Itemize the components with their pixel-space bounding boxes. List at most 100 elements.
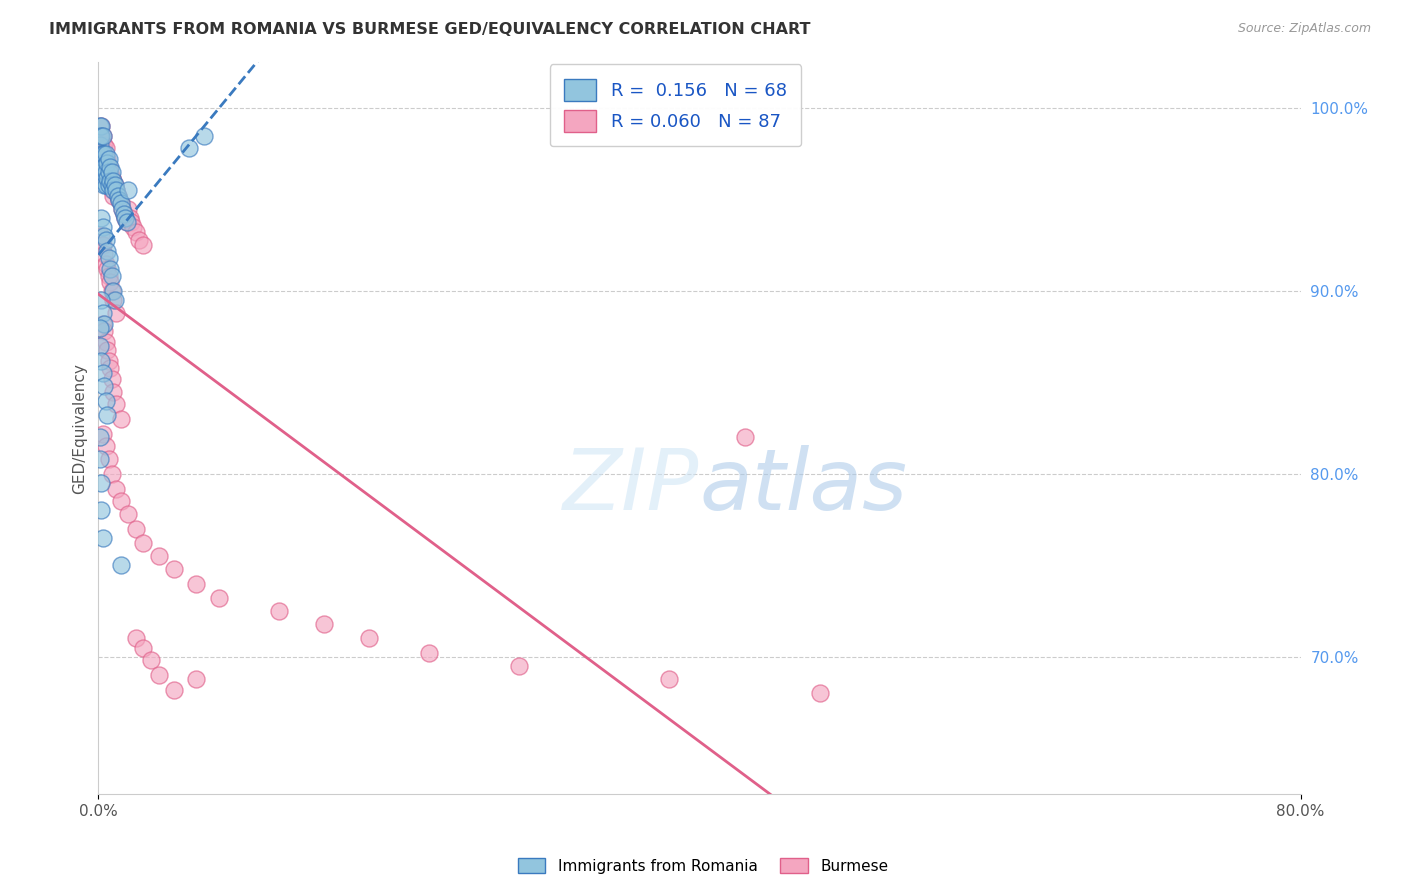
- Point: [89, 128, 111, 143]
- Point: [90, 165, 112, 179]
- Point: [96, 262, 118, 277]
- Point: [101, 284, 124, 298]
- Point: [90, 503, 112, 517]
- Point: [112, 207, 135, 221]
- Point: [104, 178, 127, 192]
- Point: [94, 165, 117, 179]
- Point: [132, 238, 155, 252]
- Point: [91, 174, 114, 188]
- Point: [93, 147, 115, 161]
- Point: [100, 262, 122, 277]
- Point: [117, 507, 139, 521]
- Point: [108, 193, 131, 207]
- Point: [93, 247, 115, 261]
- Point: [115, 214, 138, 228]
- Point: [91, 238, 114, 252]
- Point: [100, 275, 122, 289]
- Point: [103, 293, 125, 307]
- Point: [107, 189, 129, 203]
- Point: [110, 412, 132, 426]
- Point: [118, 211, 141, 225]
- Point: [508, 659, 530, 673]
- Point: [132, 536, 155, 550]
- Point: [100, 160, 122, 174]
- Point: [107, 189, 129, 203]
- Point: [91, 317, 114, 331]
- Point: [96, 165, 118, 179]
- Point: [117, 184, 139, 198]
- Legend: Immigrants from Romania, Burmese: Immigrants from Romania, Burmese: [512, 852, 894, 880]
- Point: [114, 211, 136, 225]
- Point: [90, 476, 112, 491]
- Point: [105, 397, 128, 411]
- Point: [208, 591, 231, 606]
- Point: [148, 668, 170, 682]
- Point: [89, 120, 111, 134]
- Point: [103, 174, 125, 188]
- Point: [97, 160, 120, 174]
- Point: [96, 170, 118, 185]
- Point: [93, 178, 115, 192]
- Point: [139, 653, 162, 667]
- Point: [658, 672, 681, 686]
- Point: [93, 324, 115, 338]
- Point: [97, 165, 120, 179]
- Point: [91, 165, 114, 179]
- Point: [90, 293, 112, 307]
- Point: [734, 430, 756, 444]
- Point: [97, 153, 120, 167]
- Point: [100, 178, 122, 192]
- Point: [94, 257, 117, 271]
- Point: [96, 156, 118, 170]
- Text: atlas: atlas: [700, 445, 907, 528]
- Point: [96, 409, 118, 423]
- Point: [267, 604, 290, 618]
- Point: [91, 531, 114, 545]
- Point: [89, 430, 111, 444]
- Point: [96, 153, 118, 167]
- Point: [110, 196, 132, 211]
- Point: [101, 467, 124, 481]
- Point: [100, 174, 122, 188]
- Point: [94, 170, 117, 185]
- Point: [93, 137, 115, 152]
- Point: [89, 128, 111, 143]
- Point: [91, 156, 114, 170]
- Point: [148, 549, 170, 564]
- Point: [110, 558, 132, 573]
- Point: [91, 147, 114, 161]
- Point: [111, 202, 134, 216]
- Point: [91, 219, 114, 234]
- Point: [103, 184, 125, 198]
- Point: [93, 379, 115, 393]
- Point: [193, 128, 215, 143]
- Point: [91, 141, 114, 155]
- Point: [90, 147, 112, 161]
- Text: IMMIGRANTS FROM ROMANIA VS BURMESE GED/EQUIVALENCY CORRELATION CHART: IMMIGRANTS FROM ROMANIA VS BURMESE GED/E…: [49, 22, 811, 37]
- Point: [125, 632, 148, 646]
- Y-axis label: GED/Equivalency: GED/Equivalency: [72, 363, 87, 493]
- Point: [94, 440, 117, 454]
- Point: [121, 214, 143, 228]
- Point: [93, 165, 115, 179]
- Point: [90, 211, 112, 225]
- Point: [125, 522, 148, 536]
- Point: [162, 562, 184, 576]
- Point: [312, 616, 335, 631]
- Point: [115, 214, 138, 228]
- Point: [111, 202, 134, 216]
- Point: [122, 219, 145, 234]
- Point: [101, 178, 124, 192]
- Point: [90, 147, 112, 161]
- Point: [97, 452, 120, 467]
- Text: Source: ZipAtlas.com: Source: ZipAtlas.com: [1237, 22, 1371, 36]
- Point: [96, 343, 118, 357]
- Point: [90, 156, 112, 170]
- Point: [90, 120, 112, 134]
- Point: [91, 128, 114, 143]
- Point: [91, 156, 114, 170]
- Point: [89, 339, 111, 353]
- Point: [91, 367, 114, 381]
- Point: [89, 452, 111, 467]
- Point: [418, 646, 440, 660]
